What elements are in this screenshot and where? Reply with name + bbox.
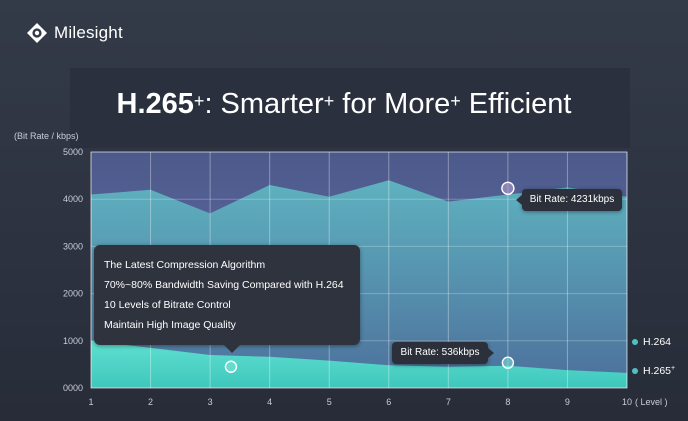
series-area-h265plus [91, 340, 627, 388]
plot-border [90, 151, 628, 389]
title-part-2: for More [334, 88, 451, 120]
x-tick-label: 3 [208, 397, 213, 407]
legend-dot [632, 339, 638, 345]
x-tick-label: 9 [565, 397, 570, 407]
feature-line: The Latest Compression Algorithm [104, 259, 266, 271]
title-banner [70, 68, 630, 148]
x-tick-label: 1 [88, 397, 93, 407]
title-plus-1: + [193, 91, 205, 111]
title-plus-3: + [450, 91, 461, 111]
x-tick-label: 6 [386, 397, 391, 407]
brand-name: Milesight [54, 23, 123, 42]
y-tick-label: 1000 [63, 336, 83, 346]
legend-item-h264: H.264 [632, 336, 671, 348]
x-tick-label: 7 [446, 397, 451, 407]
y-tick-label: 2000 [63, 289, 83, 299]
x-tick-label: 2 [148, 397, 153, 407]
title-codec: H.265 [116, 88, 194, 120]
title-plus-2: + [323, 91, 335, 111]
y-axis-label: (Bit Rate / kbps) [14, 131, 79, 141]
y-tick-label: 4000 [63, 194, 83, 204]
x-tick-label: 4 [267, 397, 272, 407]
feature-line: Maintain High Image Quality [104, 319, 236, 331]
x-tick-label: 8 [505, 397, 510, 407]
x-tick-label: 5 [327, 397, 332, 407]
title-part-1: : Smarter [204, 88, 324, 120]
h265-bitrate-label: Bit Rate: 536kbps [392, 342, 494, 364]
x-tick-label: 10 [622, 397, 632, 407]
y-tick-label: 0000 [63, 383, 83, 393]
annotation-marker [501, 356, 515, 369]
legend-dot [632, 368, 638, 374]
x-axis-label: ( Level ) [635, 397, 668, 407]
feature-callout: The Latest Compression Algorithm 70%~80%… [94, 245, 360, 353]
annotation-marker [501, 181, 515, 195]
feature-line: 70%~80% Bandwidth Saving Compared with H… [104, 279, 344, 291]
h264-bitrate-label: Bit Rate: 4231kbps [516, 189, 622, 211]
y-tick-label: 5000 [63, 147, 83, 157]
page-title: H.265+: Smarter+ for More+ Efficient [0, 88, 688, 121]
callout-pointer-marker [224, 360, 238, 373]
feature-line: 10 Levels of Bitrate Control [104, 299, 231, 311]
legend-item-h265plus: H.265 + [632, 365, 675, 377]
brand-logo[interactable]: Milesight [26, 22, 123, 44]
legend-label: H.265 [643, 365, 672, 377]
legend-label: H.264 [643, 336, 672, 348]
milesight-logo-icon [27, 23, 47, 43]
legend-sup: + [671, 364, 676, 372]
title-part-3: Efficient [460, 88, 572, 120]
y-tick-label: 3000 [63, 241, 83, 251]
